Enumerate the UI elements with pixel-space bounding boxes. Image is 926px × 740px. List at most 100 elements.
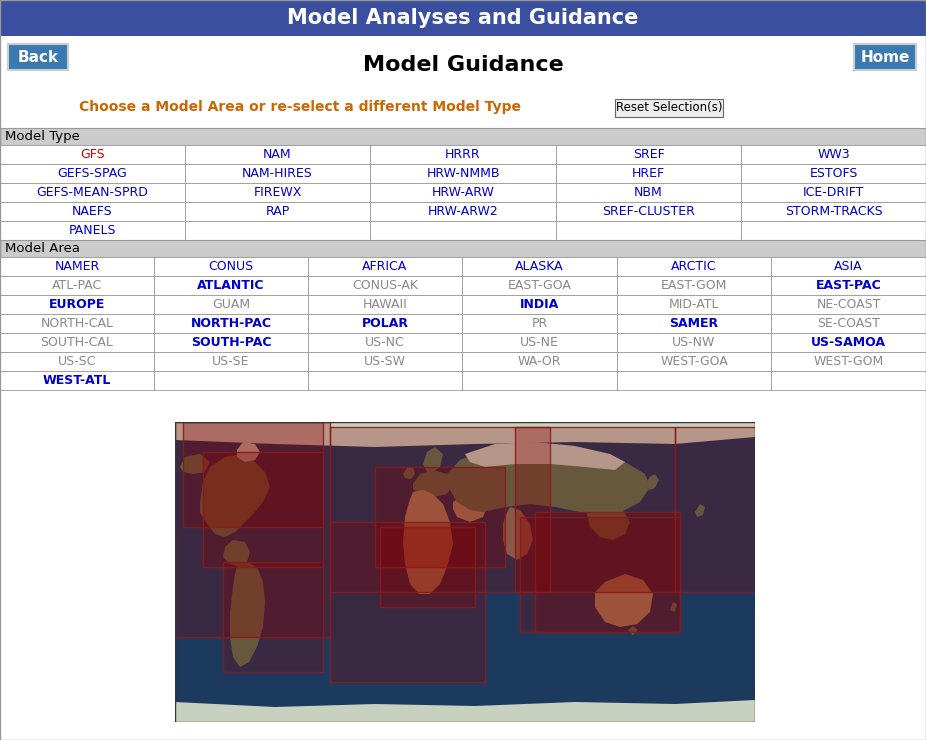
Text: SREF: SREF (632, 148, 664, 161)
Polygon shape (175, 422, 755, 447)
Text: Home: Home (860, 50, 909, 64)
Polygon shape (200, 454, 270, 537)
Polygon shape (180, 454, 210, 474)
Polygon shape (423, 447, 443, 472)
Bar (617, 352, 771, 371)
Bar (0, 333, 154, 352)
Bar (175, 422, 330, 637)
Text: EAST-GOA: EAST-GOA (507, 279, 571, 292)
Bar (617, 371, 771, 390)
Bar (183, 422, 323, 527)
Bar (185, 145, 370, 164)
Bar (0, 164, 185, 183)
Bar (380, 527, 475, 607)
Text: HAWAII: HAWAII (363, 298, 407, 311)
Bar (462, 314, 617, 333)
Polygon shape (223, 540, 250, 567)
Bar (330, 427, 550, 592)
Bar (154, 371, 308, 390)
Bar (308, 257, 462, 276)
Bar (462, 276, 617, 295)
Text: ARCTIC: ARCTIC (671, 260, 717, 273)
Bar (515, 427, 675, 592)
Bar (0, 314, 154, 333)
Polygon shape (587, 504, 630, 540)
Text: GEFS-SPAG: GEFS-SPAG (57, 167, 128, 180)
Text: ASIA: ASIA (834, 260, 863, 273)
Text: WEST-GOM: WEST-GOM (813, 355, 883, 368)
Bar (0, 145, 185, 164)
Bar (0, 352, 154, 371)
Bar (308, 276, 462, 295)
Bar (0, 276, 154, 295)
Bar (771, 276, 926, 295)
Text: HRW-NMMB: HRW-NMMB (426, 167, 500, 180)
Text: Reset Selection(s): Reset Selection(s) (616, 101, 722, 115)
Text: MID-ATL: MID-ATL (669, 298, 720, 311)
Bar (154, 276, 308, 295)
Polygon shape (413, 470, 453, 497)
Text: EAST-PAC: EAST-PAC (816, 279, 882, 292)
Bar (0, 371, 154, 390)
Text: NE-COAST: NE-COAST (817, 298, 881, 311)
Bar (223, 562, 323, 672)
Bar (375, 467, 505, 567)
Polygon shape (628, 626, 638, 635)
Text: Back: Back (18, 50, 58, 64)
Bar (535, 512, 680, 632)
Text: NORTH-CAL: NORTH-CAL (41, 317, 114, 330)
Text: ATLANTIC: ATLANTIC (197, 279, 265, 292)
Text: ESTOFS: ESTOFS (809, 167, 857, 180)
Bar (771, 295, 926, 314)
Bar (520, 517, 680, 632)
Text: NAEFS: NAEFS (72, 205, 113, 218)
Bar (675, 427, 850, 592)
Bar (675, 427, 850, 592)
Bar (308, 333, 462, 352)
Bar (330, 522, 485, 682)
Bar (330, 427, 550, 592)
Bar (154, 257, 308, 276)
Bar (0, 257, 154, 276)
Bar (556, 164, 741, 183)
Text: Model Analyses and Guidance: Model Analyses and Guidance (287, 8, 639, 28)
Text: FIREWX: FIREWX (254, 186, 302, 199)
Bar (771, 257, 926, 276)
Text: GEFS-MEAN-SPRD: GEFS-MEAN-SPRD (36, 186, 148, 199)
Bar (617, 295, 771, 314)
Text: POLAR: POLAR (361, 317, 408, 330)
Bar (741, 145, 926, 164)
Polygon shape (453, 494, 487, 522)
Polygon shape (465, 442, 625, 470)
Text: WEST-ATL: WEST-ATL (43, 374, 111, 387)
Bar (462, 295, 617, 314)
Bar (556, 221, 741, 240)
Bar (370, 145, 556, 164)
Text: GUAM: GUAM (212, 298, 250, 311)
Text: SOUTH-PAC: SOUTH-PAC (191, 336, 271, 349)
Polygon shape (645, 474, 659, 490)
Bar (154, 295, 308, 314)
Text: US-NE: US-NE (520, 336, 559, 349)
Text: SREF-CLUSTER: SREF-CLUSTER (602, 205, 694, 218)
Bar (771, 333, 926, 352)
Text: HRW-ARW2: HRW-ARW2 (428, 205, 498, 218)
Polygon shape (447, 444, 650, 514)
Polygon shape (670, 602, 677, 612)
Text: US-SC: US-SC (57, 355, 96, 368)
Bar (370, 221, 556, 240)
Text: ALASKA: ALASKA (515, 260, 564, 273)
Bar (617, 257, 771, 276)
Text: ICE-DRIFT: ICE-DRIFT (803, 186, 864, 199)
Bar (370, 164, 556, 183)
Bar (741, 221, 926, 240)
Bar (308, 314, 462, 333)
Bar (0, 183, 185, 202)
Text: US-SAMOA: US-SAMOA (811, 336, 886, 349)
Text: HRW-ARW: HRW-ARW (432, 186, 494, 199)
Bar (556, 145, 741, 164)
Bar (520, 517, 680, 632)
Bar (617, 314, 771, 333)
Bar (175, 422, 330, 637)
Bar (615, 99, 723, 117)
